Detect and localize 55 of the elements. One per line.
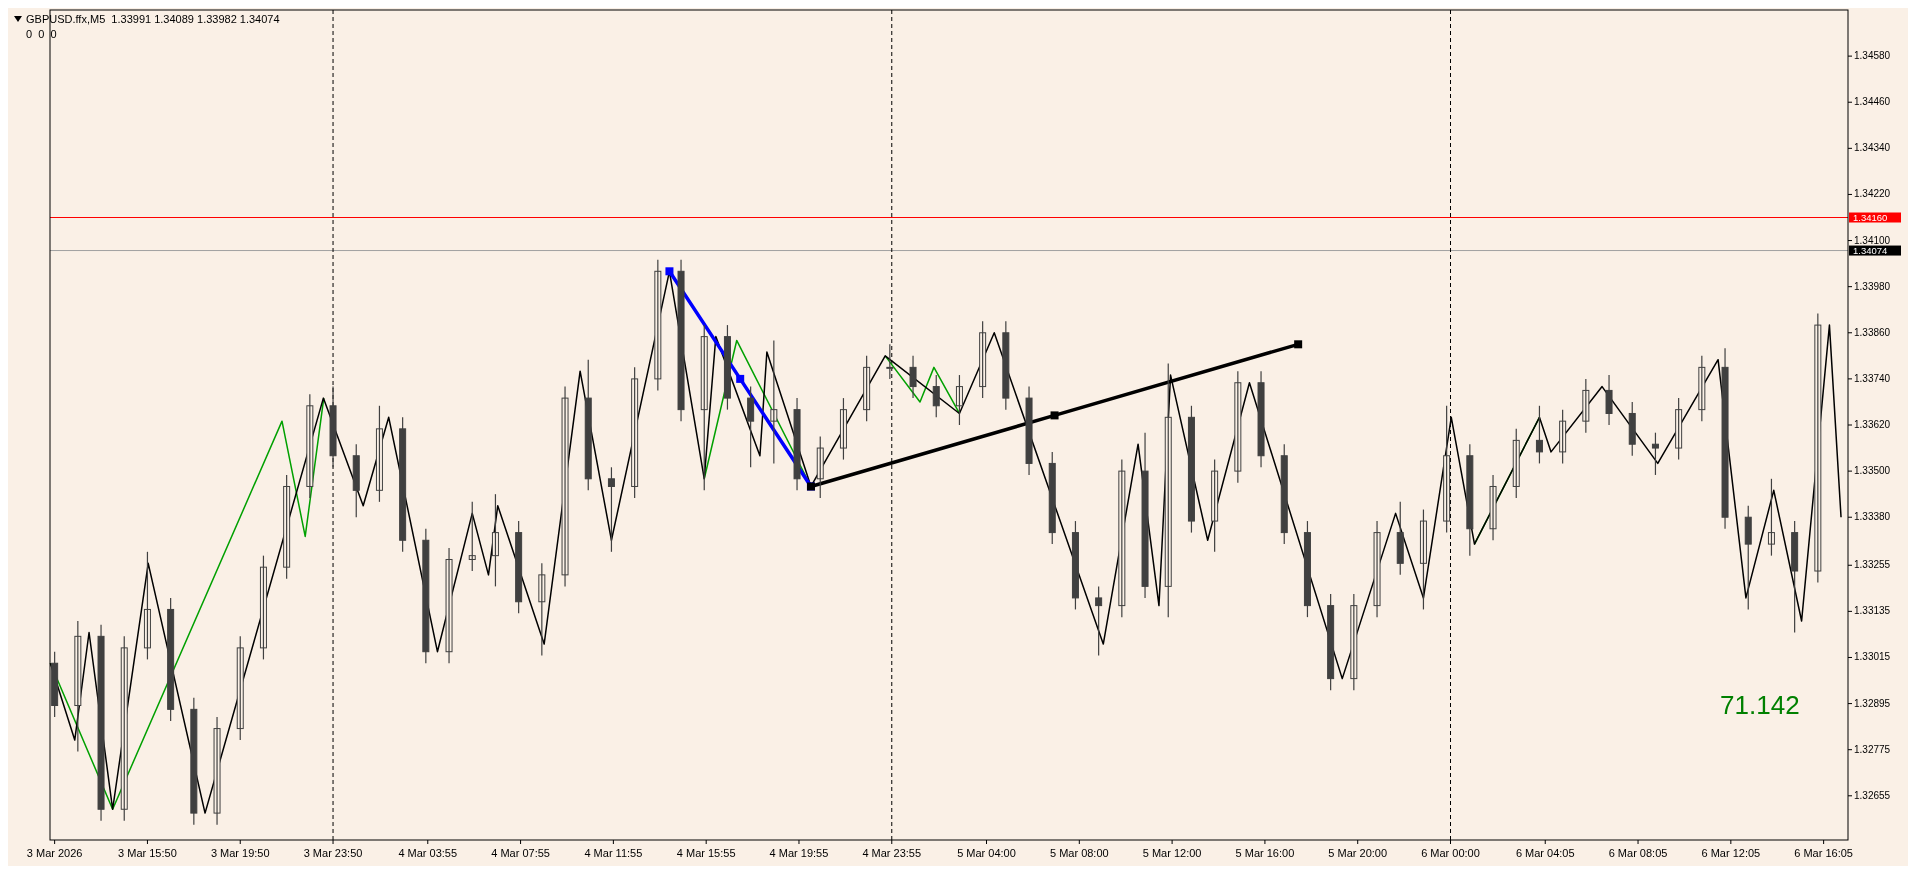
y-tick-label: 1.32655 [1854, 789, 1891, 801]
y-tick-label: 1.33255 [1854, 559, 1891, 571]
text: 0 0 0 [26, 28, 57, 40]
x-tick-label: 6 Mar 16:05 [1794, 847, 1853, 859]
x-tick-label: 6 Mar 04:05 [1515, 847, 1575, 859]
x-tick-label: 5 Mar 12:00 [1142, 847, 1202, 859]
y-tick-label: 1.33135 [1854, 605, 1891, 617]
x-tick-label: 4 Mar 15:55 [676, 847, 736, 859]
candlestick [886, 343, 894, 380]
x-tick-label: 4 Mar 23:55 [862, 847, 922, 859]
chart-title: GBPUSD.ffx,M5 1.33991 1.34089 1.33982 1.34074 [26, 13, 280, 25]
x-tick-label: 3 Mar 23:50 [303, 847, 363, 859]
point [1294, 340, 1303, 349]
point [1050, 411, 1059, 420]
y-tick-label: 1.34460 [1854, 96, 1891, 108]
ref-line-label: 1.34074 [1853, 245, 1888, 257]
x-tick-label: 4 Mar 03:55 [398, 847, 458, 859]
y-tick-label: 1.33015 [1854, 651, 1891, 663]
y-tick-label: 1.34580 [1854, 50, 1891, 62]
candlestick [468, 501, 476, 572]
y-tick-label: 1.32895 [1854, 697, 1891, 709]
x-tick-label: 4 Mar 07:55 [491, 847, 550, 859]
x-tick-label: 6 Mar 08:05 [1608, 847, 1668, 859]
annotation: 71.142 [1720, 689, 1800, 720]
candlestick [1767, 478, 1775, 557]
x-tick-label: 6 Mar 12:05 [1701, 847, 1761, 859]
point [665, 267, 674, 276]
y-tick-label: 1.33500 [1854, 465, 1891, 477]
y-tick-label: 1.32775 [1854, 743, 1891, 755]
candlestick [1535, 405, 1543, 465]
candlestick [770, 339, 778, 465]
x-tick-label: 6 Mar 00:00 [1421, 847, 1480, 859]
x-tick-label: 5 Mar 20:00 [1328, 847, 1388, 859]
y-tick-label: 1.33860 [1854, 326, 1891, 338]
candlestick [607, 466, 615, 553]
x-tick-label: 3 Mar 15:50 [118, 847, 177, 859]
ref-line-label: 1.34160 [1853, 212, 1888, 223]
x-tick-label: 4 Mar 19:55 [769, 847, 829, 859]
y-tick-label: 1.33620 [1854, 419, 1891, 430]
x-tick-label: 5 Mar 16:00 [1235, 847, 1295, 859]
y-tick-label: 1.33740 [1854, 372, 1891, 384]
point [736, 374, 745, 383]
x-tick-label: 3 Mar 19:50 [210, 847, 270, 859]
y-tick-label: 1.34100 [1854, 234, 1891, 246]
y-tick-label: 1.33980 [1854, 280, 1891, 292]
candlestick [747, 385, 755, 468]
y-tick-label: 1.33380 [1854, 511, 1891, 523]
x-tick-label: 5 Mar 08:00 [1049, 847, 1109, 859]
y-tick-label: 1.34340 [1854, 142, 1891, 154]
x-tick-label: 5 Mar 04:00 [957, 847, 1016, 859]
x-tick-label: 3 Mar 2026 [26, 847, 83, 859]
y-tick-label: 1.34220 [1854, 188, 1891, 200]
candlestick [1651, 432, 1659, 476]
x-tick-label: 4 Mar 11:55 [584, 847, 643, 859]
candlestick [1095, 585, 1103, 657]
